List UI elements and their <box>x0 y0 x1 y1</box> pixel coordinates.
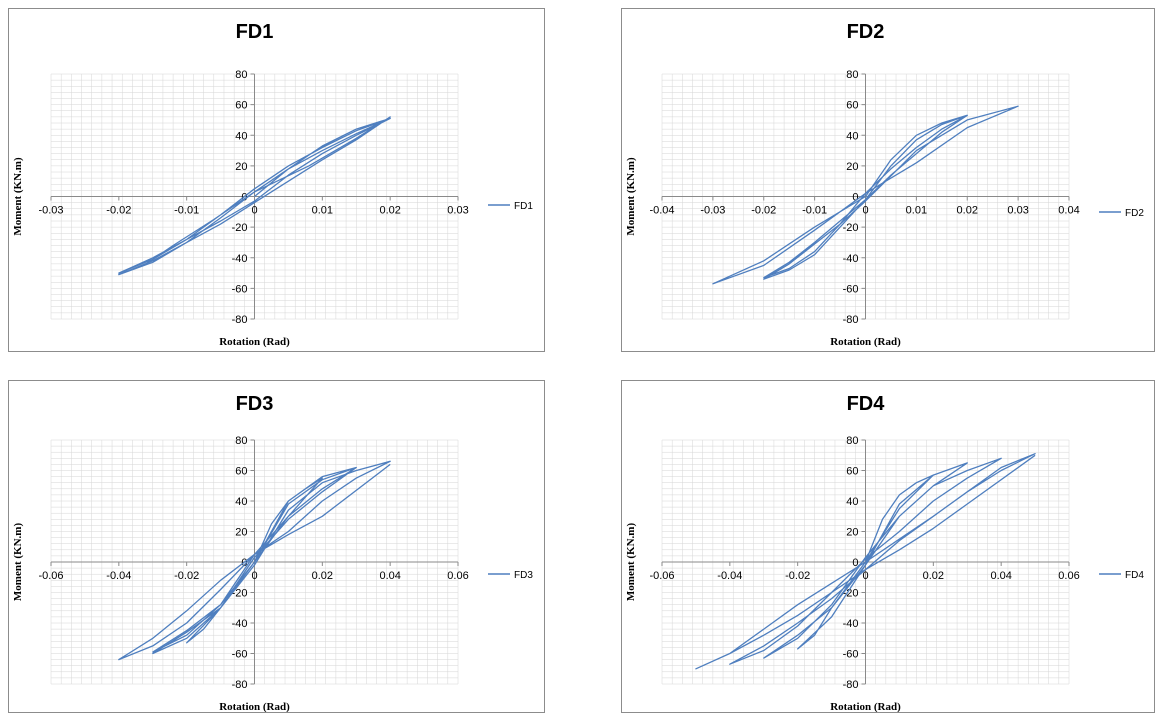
y-tick-label: 40 <box>235 130 247 142</box>
x-tick-label: 0 <box>862 205 868 217</box>
chart-panel-fd1: -0.03 -0.02 -0.01 0 0.01 0.02 0.03 80 60 40 20 0 -20… <box>8 8 545 352</box>
y-tick-label: 40 <box>846 130 858 142</box>
y-tick-label: -80 <box>843 679 859 691</box>
x-tick-label: -0.01 <box>802 205 827 217</box>
x-tick-label: 0.02 <box>379 205 400 217</box>
y-tick-label: 20 <box>846 527 858 539</box>
x-tick-label: -0.06 <box>649 570 674 582</box>
y-tick-label: 20 <box>235 161 247 173</box>
y-axis-label: Moment (KN.m) <box>12 157 24 236</box>
chart-title: FD4 <box>847 393 886 415</box>
y-tick-label: -60 <box>843 283 859 295</box>
y-axis-label: Moment (KN.m) <box>625 523 637 602</box>
y-tick-label: 80 <box>235 435 247 447</box>
x-tick-label: 0.03 <box>447 205 468 217</box>
chart-fd1: -0.03 -0.02 -0.01 0 0.01 0.02 0.03806040200-20… <box>12 21 533 348</box>
y-tick-label: -80 <box>232 314 248 326</box>
chart-panel-fd2: -0.04 -0.03 -0.02 -0.01 0 0.01 0.02 0.03 0.04 80 6… <box>621 8 1155 352</box>
x-tick-label: 0.02 <box>957 205 978 217</box>
y-tick-label: -40 <box>232 253 248 265</box>
x-tick-label: -0.02 <box>174 570 199 582</box>
chart-panel-fd3: -0.06 -0.04 -0.02 0 0.02 0.04 0.06 80 60 40 20 0 -20… <box>8 380 545 713</box>
y-tick-label: 80 <box>235 69 247 81</box>
y-tick-label: 0 <box>241 557 247 569</box>
x-tick-label: 0.06 <box>447 570 468 582</box>
x-axis-label: Rotation (Rad) <box>219 701 290 713</box>
x-tick-label: 0.02 <box>923 570 944 582</box>
y-tick-label: 20 <box>846 161 858 173</box>
x-tick-label: -0.04 <box>717 570 742 582</box>
chart-panel-fd4: -0.06 -0.04 -0.02 0 0.02 0.04 0.06 80 60 40 20 0 -20… <box>621 380 1155 713</box>
y-tick-label: -20 <box>232 222 248 234</box>
chart-title: FD2 <box>847 21 885 43</box>
x-tick-label: 0.01 <box>906 205 927 217</box>
x-axis-label: Rotation (Rad) <box>219 336 290 348</box>
y-tick-label: 40 <box>846 496 858 508</box>
y-tick-label: 0 <box>241 192 247 204</box>
chart-title: FD3 <box>236 393 274 415</box>
y-tick-label: -60 <box>232 649 248 661</box>
chart-fd2: -0.04 -0.03 -0.02 -0.01 0 0.01 0.02 0.03 0.04 80 6… <box>625 21 1144 348</box>
series-line-fd4 <box>695 453 1036 670</box>
x-tick-label: -0.06 <box>38 570 63 582</box>
y-tick-label: 20 <box>235 527 247 539</box>
y-tick-label: 60 <box>846 100 858 112</box>
x-tick-label: -0.02 <box>751 205 776 217</box>
x-tick-label: -0.02 <box>106 205 131 217</box>
y-tick-label: 60 <box>846 466 858 478</box>
y-tick-label: -20 <box>232 588 248 600</box>
legend-label: FD1 <box>514 201 533 212</box>
y-tick-label: -80 <box>232 679 248 691</box>
series-line-fd1 <box>118 116 391 276</box>
y-tick-label: 60 <box>235 466 247 478</box>
y-tick-label: -40 <box>843 253 859 265</box>
chart-fd4: -0.06 -0.04 -0.02 0 0.02 0.04 0.06806040200-20… <box>625 393 1144 713</box>
x-axis-label: Rotation (Rad) <box>830 336 901 348</box>
y-tick-label: 0 <box>852 557 858 569</box>
y-tick-label: -60 <box>843 649 859 661</box>
x-tick-label: -0.04 <box>106 570 131 582</box>
y-axis-label: Moment (KN.m) <box>12 523 24 602</box>
y-tick-label: -80 <box>843 314 859 326</box>
x-tick-label: 0.01 <box>312 205 333 217</box>
x-tick-label: -0.02 <box>785 570 810 582</box>
y-tick-label: 40 <box>235 496 247 508</box>
y-tick-label: -20 <box>843 222 859 234</box>
legend-label: FD4 <box>1125 570 1144 581</box>
chart-title: FD1 <box>236 21 274 43</box>
series-line-fd3 <box>118 460 391 661</box>
x-tick-label: 0.06 <box>1058 570 1079 582</box>
y-tick-label: -20 <box>843 588 859 600</box>
x-axis-label: Rotation (Rad) <box>830 701 901 713</box>
legend-label: FD3 <box>514 570 533 581</box>
x-tick-label: 0 <box>251 570 257 582</box>
y-tick-label: -60 <box>232 283 248 295</box>
y-tick-label: 60 <box>235 100 247 112</box>
chart-fd3: -0.06 -0.04 -0.02 0 0.02 0.04 0.06806040200-20… <box>12 393 533 713</box>
y-tick-label: -40 <box>843 618 859 630</box>
x-tick-label: 0.02 <box>312 570 333 582</box>
x-tick-label: 0 <box>251 205 257 217</box>
y-tick-label: 0 <box>852 192 858 204</box>
legend-label: FD2 <box>1125 208 1144 219</box>
x-tick-label: 0.04 <box>990 570 1011 582</box>
y-tick-label: -40 <box>232 618 248 630</box>
x-tick-label: -0.03 <box>38 205 63 217</box>
x-tick-label: -0.04 <box>649 205 674 217</box>
x-tick-label: 0 <box>862 570 868 582</box>
x-tick-label: 0.03 <box>1007 205 1028 217</box>
x-tick-label: -0.01 <box>174 205 199 217</box>
x-tick-label: -0.03 <box>700 205 725 217</box>
x-tick-label: 0.04 <box>379 570 400 582</box>
y-axis-label: Moment (KN.m) <box>625 157 637 236</box>
y-tick-label: 80 <box>846 69 858 81</box>
y-tick-label: 80 <box>846 435 858 447</box>
series-line-fd2 <box>712 105 1019 285</box>
x-tick-label: 0.04 <box>1058 205 1079 217</box>
